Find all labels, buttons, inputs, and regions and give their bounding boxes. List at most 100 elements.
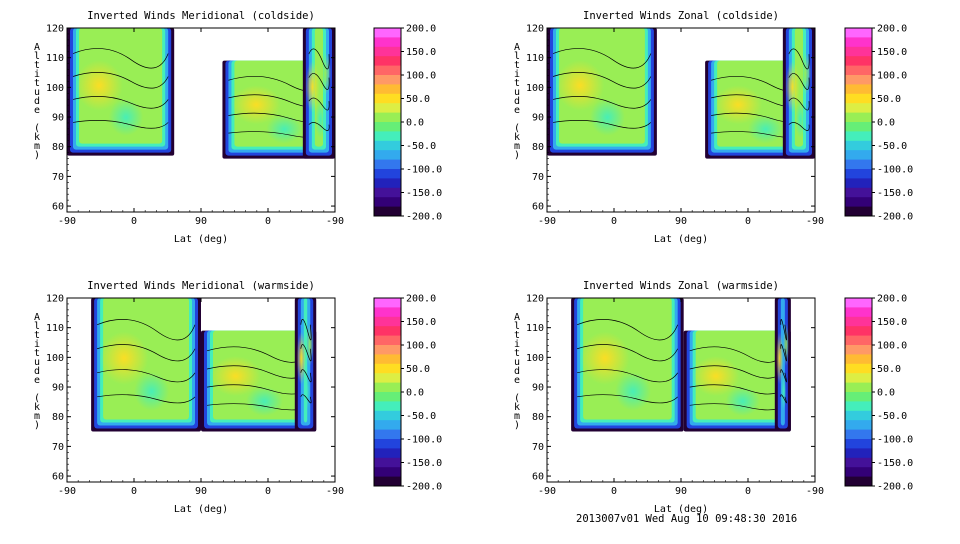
- colorbar-swatch: [374, 65, 401, 76]
- y-axis-label-char: A: [514, 312, 520, 323]
- y-axis-label-char: e: [514, 375, 520, 386]
- colorbar-swatch: [845, 307, 872, 318]
- y-axis-label-char: m: [514, 411, 520, 422]
- y-tick-label: 110: [526, 53, 544, 64]
- colorbar-swatch: [845, 354, 872, 365]
- colorbar-swatch: [845, 197, 872, 208]
- colorbar-swatch: [374, 150, 401, 161]
- x-tick-label: -90: [58, 486, 76, 497]
- contour-line: [300, 344, 312, 362]
- colorbar-swatch: [845, 410, 872, 421]
- contour-blob: [781, 372, 787, 411]
- contour-blob: [589, 98, 626, 136]
- y-tick-label: 70: [52, 172, 64, 183]
- contour-blob: [315, 100, 326, 139]
- x-tick-label: -90: [538, 216, 556, 227]
- x-tick-label: 0: [265, 486, 271, 497]
- y-axis-label-char: d: [514, 96, 520, 107]
- colorbar-label: 50.0: [877, 94, 901, 105]
- contour-blob: [739, 349, 779, 383]
- colorbar-label: 200.0: [406, 24, 436, 35]
- y-tick-label: 60: [52, 472, 64, 483]
- colorbar-swatch: [845, 56, 872, 67]
- y-axis-label-char: t: [34, 348, 40, 359]
- colorbar-swatch: [845, 103, 872, 114]
- colorbar-label: -100.0: [406, 435, 442, 446]
- colorbar-swatch: [374, 37, 401, 48]
- y-axis-label-char: ): [34, 420, 40, 431]
- panel-title: Inverted Winds Zonal (warmside): [583, 280, 779, 292]
- y-tick-label: 120: [526, 294, 544, 305]
- x-tick-label: 0: [131, 486, 137, 497]
- colorbar-label: -100.0: [877, 165, 913, 176]
- contour-line: [300, 369, 312, 383]
- y-axis-ticks: 60 70 80 90 100 110 120: [526, 24, 815, 213]
- colorbar: 200.0 150.0 100.0 50.0 0.0 -50.0 -100.0 -150.0 -…: [844, 24, 913, 223]
- colorbar-swatch: [845, 37, 872, 48]
- colorbar-swatch: [845, 140, 872, 151]
- y-axis-label-char: u: [34, 357, 40, 368]
- colorbar-swatch: [374, 354, 401, 365]
- contour-line: [72, 96, 169, 109]
- colorbar-label: 200.0: [406, 294, 436, 305]
- y-axis-label-char: t: [514, 348, 520, 359]
- colorbar-swatch: [845, 178, 872, 189]
- colorbar-swatch: [374, 401, 401, 412]
- panel-zonal-coldside: Inverted Winds Zonal (coldside) 60 70 80 90…: [514, 10, 913, 245]
- contour-blob: [245, 386, 283, 416]
- y-tick-label: 120: [526, 24, 544, 35]
- x-tick-label: -90: [326, 486, 344, 497]
- colorbar-swatch: [374, 75, 401, 85]
- colorbar-swatch: [845, 206, 872, 217]
- contour-line: [780, 319, 787, 341]
- y-axis-label-char: i: [514, 69, 520, 80]
- y-axis-label-char: (: [34, 123, 40, 134]
- colorbar-swatch: [845, 326, 872, 337]
- contour-line: [577, 369, 678, 383]
- colorbar-swatch: [374, 28, 401, 38]
- colorbar-swatch: [374, 46, 401, 57]
- y-axis-label-char: t: [514, 78, 520, 89]
- contour-line: [308, 97, 330, 111]
- colorbar-swatch: [374, 206, 401, 217]
- contour-line: [300, 319, 312, 341]
- y-axis-label-char: t: [34, 60, 40, 71]
- contour-blob: [122, 51, 162, 94]
- contour-line: [552, 120, 652, 129]
- y-tick-label: 120: [46, 294, 64, 305]
- contour-line: [788, 97, 810, 111]
- panel-title: Inverted Winds Meridional (warmside): [87, 280, 315, 292]
- x-tick-label: 90: [195, 486, 207, 497]
- colorbar-swatch: [374, 345, 401, 355]
- y-tick-label: 60: [532, 472, 544, 483]
- x-tick-label: 0: [611, 216, 617, 227]
- contour-line: [300, 394, 312, 404]
- y-axis-label-char: l: [514, 321, 520, 332]
- contour-blob: [133, 372, 170, 411]
- y-axis-label-char: t: [34, 78, 40, 89]
- colorbar-label: 0.0: [406, 118, 424, 129]
- colorbar-swatch: [845, 159, 872, 170]
- y-axis-label-char: d: [514, 366, 520, 377]
- contour-blob: [747, 115, 784, 144]
- y-tick-label: 80: [52, 412, 64, 423]
- colorbar-swatch: [374, 122, 401, 132]
- y-tick-label: 70: [52, 442, 64, 453]
- colorbar-label: -150.0: [406, 188, 442, 199]
- colorbar-swatch: [374, 307, 401, 318]
- y-axis-label-char: k: [34, 402, 40, 413]
- colorbar-swatch: [845, 150, 872, 161]
- colorbar-swatch: [845, 316, 872, 327]
- x-tick-label: -90: [58, 216, 76, 227]
- plot-area: [66, 297, 336, 483]
- y-tick-label: 120: [46, 24, 64, 35]
- colorbar-swatch: [845, 112, 872, 123]
- y-axis-label-char: u: [514, 357, 520, 368]
- contour-line: [72, 120, 169, 129]
- y-axis-label-char: k: [514, 402, 520, 413]
- y-axis-label-char: l: [514, 51, 520, 62]
- y-tick-label: 80: [52, 142, 64, 153]
- colorbar: 200.0 150.0 100.0 50.0 0.0 -50.0 -100.0 -150.0 -…: [373, 24, 442, 223]
- colorbar-swatch: [374, 140, 401, 151]
